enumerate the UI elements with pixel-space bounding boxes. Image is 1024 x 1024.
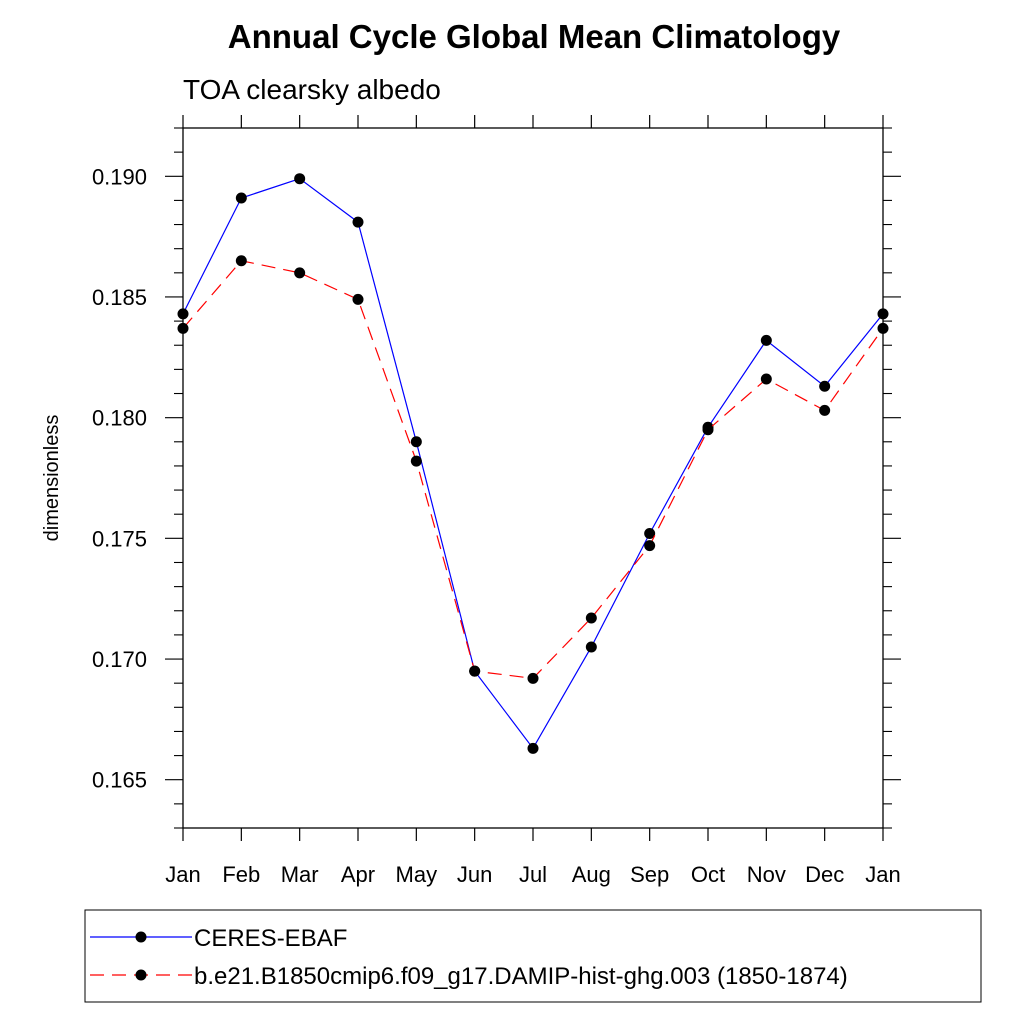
y-tick-label: 0.170	[92, 647, 147, 672]
data-point	[877, 322, 889, 334]
x-tick-label: Sep	[630, 862, 669, 887]
x-tick-label: Jan	[165, 862, 200, 887]
y-axis-label: dimensionless	[41, 415, 63, 542]
x-tick-label: May	[396, 862, 438, 887]
data-point	[294, 267, 306, 279]
series-line	[182, 178, 884, 750]
data-point	[644, 540, 656, 552]
legend-marker	[135, 969, 147, 981]
data-point	[177, 322, 189, 334]
legend-box	[84, 909, 982, 1003]
y-tick-label: 0.175	[92, 526, 147, 551]
x-tick-label: Aug	[572, 862, 611, 887]
x-tick-label: Feb	[222, 862, 260, 887]
data-point	[469, 665, 481, 677]
data-point	[819, 404, 831, 416]
data-point	[877, 308, 889, 320]
x-tick-label: Mar	[281, 862, 319, 887]
data-point	[235, 255, 247, 267]
data-point	[702, 424, 714, 436]
y-tick-label: 0.185	[92, 285, 147, 310]
data-point	[177, 308, 189, 320]
x-tick-label: Apr	[341, 862, 375, 887]
axis-ticks	[165, 115, 901, 841]
data-point	[644, 528, 656, 540]
data-point	[294, 173, 306, 185]
series-group	[177, 173, 889, 754]
data-point	[410, 436, 422, 448]
data-point	[352, 293, 364, 305]
legend-marker	[135, 931, 147, 943]
legend-label: CERES-EBAF	[194, 925, 347, 952]
data-point	[819, 380, 831, 392]
y-tick-label: 0.165	[92, 768, 147, 793]
x-tick-label: Nov	[747, 862, 786, 887]
y-tick-label: 0.190	[92, 164, 147, 189]
data-point	[352, 216, 364, 228]
data-point	[585, 641, 597, 653]
data-point	[760, 373, 772, 385]
data-point	[410, 455, 422, 467]
data-point	[585, 612, 597, 624]
chart-subtitle: TOA clearsky albedo	[183, 74, 441, 105]
chart-title: Annual Cycle Global Mean Climatology	[228, 18, 841, 55]
series-line	[182, 260, 884, 679]
y-tick-label: 0.180	[92, 406, 147, 431]
data-point	[235, 192, 247, 204]
x-tick-label: Jan	[865, 862, 900, 887]
data-point	[527, 672, 539, 684]
x-tick-label: Jul	[519, 862, 547, 887]
x-tick-labels: Jan Feb Mar Apr May Jun Jul Aug Sep Oct Nov Dec Jan	[165, 862, 900, 887]
legend: CERES-EBAF b.e21.B1850cmip6.f09_g17.DAMIP…	[90, 925, 848, 990]
data-point	[527, 742, 539, 754]
data-point	[760, 334, 772, 346]
plot-frame	[182, 127, 884, 829]
y-tick-labels: 0.165 0.170 0.175 0.180 0.185 0.190	[92, 164, 147, 792]
legend-label: b.e21.B1850cmip6.f09_g17.DAMIP-hist-ghg.…	[194, 963, 848, 990]
x-tick-label: Jun	[457, 862, 492, 887]
x-tick-label: Oct	[691, 862, 725, 887]
x-tick-label: Dec	[805, 862, 844, 887]
